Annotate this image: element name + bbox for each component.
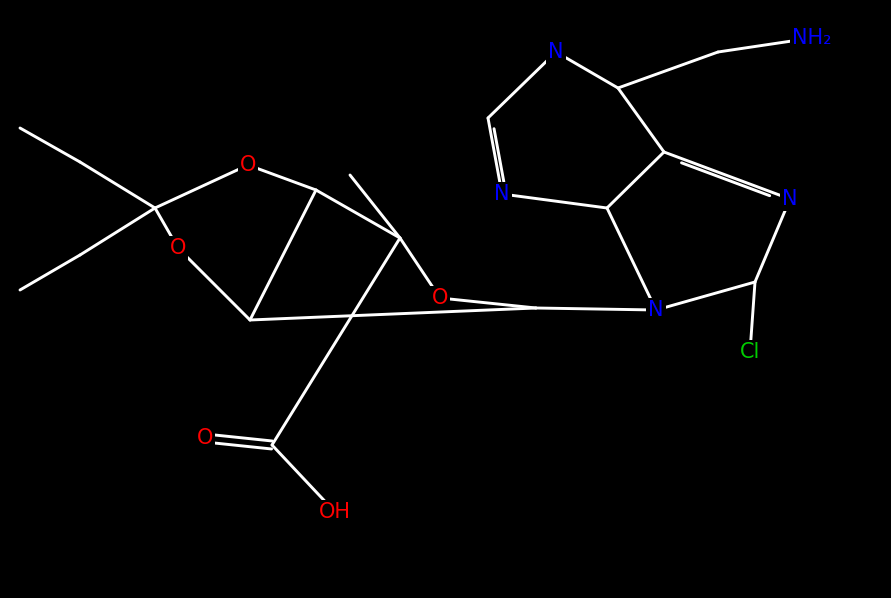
- Text: NH₂: NH₂: [792, 28, 832, 48]
- Text: OH: OH: [319, 502, 351, 522]
- Text: N: N: [495, 184, 510, 204]
- Text: N: N: [782, 189, 797, 209]
- Text: O: O: [197, 428, 213, 448]
- Text: O: O: [170, 238, 186, 258]
- Text: O: O: [240, 155, 257, 175]
- Text: N: N: [548, 42, 564, 62]
- Text: N: N: [649, 300, 664, 320]
- Text: Cl: Cl: [740, 342, 760, 362]
- Text: O: O: [432, 288, 448, 308]
